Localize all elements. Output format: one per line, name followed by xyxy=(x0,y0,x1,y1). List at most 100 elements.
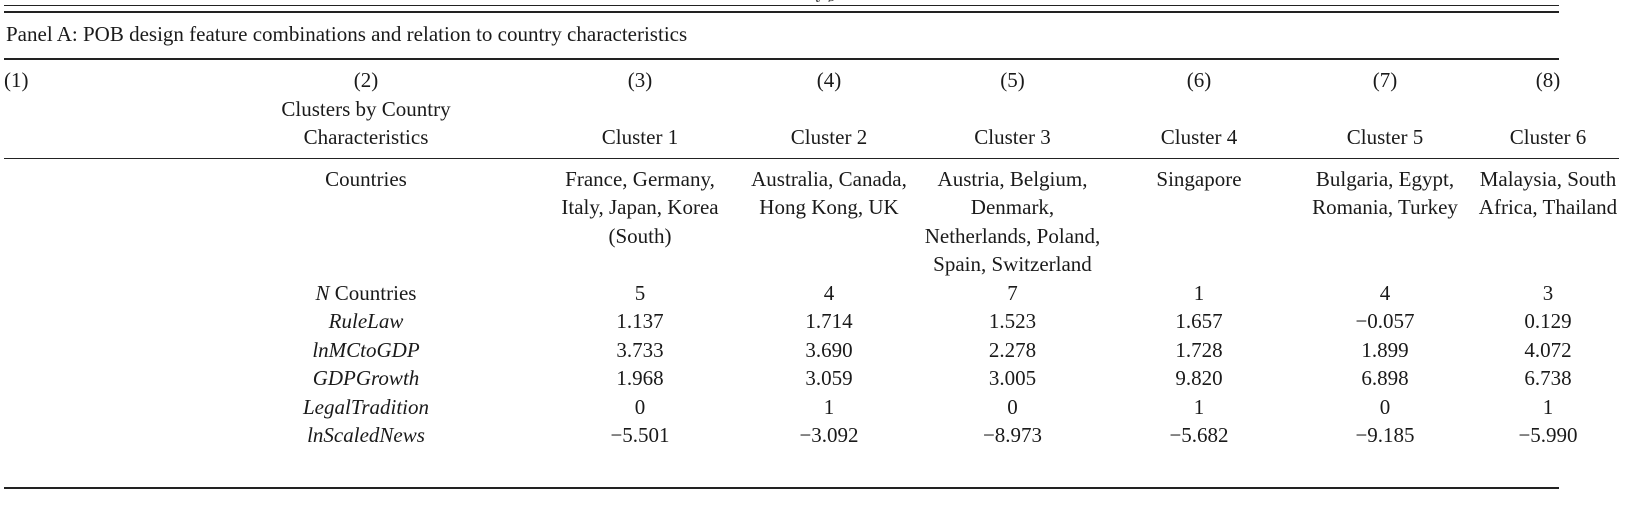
table-cell: 0 xyxy=(634,394,646,419)
col-number-6: (6) Cluster 4 xyxy=(1105,64,1293,152)
countries-cluster-6: Malaysia, South Africa, Thailand xyxy=(1478,166,1618,220)
table-cell: 0 xyxy=(1379,394,1391,419)
top-rule-thick xyxy=(4,11,1559,13)
caption-fragment: y g xyxy=(0,0,1649,2)
col-number-7: (7) Cluster 5 xyxy=(1293,64,1477,152)
table-cell: 3.059 xyxy=(805,366,853,390)
countries-cluster-5: Bulgaria, Egypt, Romania, Turkey xyxy=(1312,166,1458,220)
table-cell: 0.129 xyxy=(1524,309,1572,333)
table-cell: −5.501 xyxy=(610,423,670,447)
table-cell: 3.005 xyxy=(988,366,1037,390)
col-number-3: (3) Cluster 1 xyxy=(542,64,738,152)
table-cell: 4.072 xyxy=(1524,337,1572,362)
table-cell: 1.137 xyxy=(616,309,664,333)
cluster-2-header: Cluster 2 xyxy=(790,125,868,149)
row-label-italic: RuleLaw xyxy=(328,309,404,333)
row-label: LegalTradition xyxy=(64,393,542,422)
table-row: GDPGrowth 1.968 3.059 3.005 9.820 6.898 6.738 xyxy=(4,364,1619,393)
table-cell: 1 xyxy=(823,394,835,419)
table-row: N Countries 5 4 7 1 4 3 xyxy=(4,279,1619,308)
row-label-italic: GDPGrowth xyxy=(312,366,420,390)
row-label-italic: N xyxy=(315,280,330,305)
table-cell: 1.728 xyxy=(1175,337,1223,362)
table-row: lnMCtoGDP 3.733 3.690 2.278 1.728 1.899 4.072 xyxy=(4,336,1619,365)
col-number-5-label: (5) xyxy=(1000,68,1025,92)
row-label: N Countries xyxy=(64,279,542,308)
table-cell: −5.990 xyxy=(1518,423,1578,447)
col-number-8-label: (8) xyxy=(1535,68,1561,92)
row-label-italic: LegalTradition xyxy=(302,394,430,419)
empty-cell xyxy=(4,279,64,308)
table-row: lnScaledNews −5.501 −3.092 −8.973 −5.682 −9.1… xyxy=(4,421,1619,450)
countries-label-text: Countries xyxy=(325,166,407,191)
table-cell: 0 xyxy=(1007,394,1018,419)
table-cell: 7 xyxy=(1007,280,1018,305)
countries-cluster-1: France, Germany, Italy, Japan, Korea (So… xyxy=(561,166,719,248)
row-label-text: RuleLaw xyxy=(266,307,466,336)
table-cell: 3 xyxy=(1542,280,1554,305)
table-cell: 1 xyxy=(1193,394,1205,419)
col-number-1: (1) xyxy=(4,68,29,92)
table-cell: 1 xyxy=(1193,280,1205,305)
cluster-3-header: Cluster 3 xyxy=(974,125,1051,149)
empty-cell xyxy=(4,364,64,393)
row-label: lnMCtoGDP xyxy=(64,336,542,365)
table-cell: 6.898 xyxy=(1361,366,1409,390)
table-cell: −0.057 xyxy=(1355,309,1415,333)
empty-cell xyxy=(4,307,64,336)
row-label-text: N Countries xyxy=(266,279,466,308)
col-number-5: (5) Cluster 3 xyxy=(920,64,1105,152)
countries-label: Countries xyxy=(64,158,542,279)
row-label-text: LegalTradition xyxy=(266,393,466,422)
cluster-6-header: Cluster 6 xyxy=(1509,125,1587,149)
panel-rule xyxy=(4,58,1559,60)
table-cell: −8.973 xyxy=(982,423,1043,447)
row-label-italic: lnScaledNews xyxy=(307,423,425,447)
bottom-rule xyxy=(4,487,1559,489)
countries-cluster-2: Australia, Canada, Hong Kong, UK xyxy=(751,166,907,220)
table-cell: 1 xyxy=(1542,394,1554,419)
empty-cell xyxy=(4,158,64,279)
table-cell: −5.682 xyxy=(1169,423,1229,447)
table-cell: −9.185 xyxy=(1355,423,1415,447)
cluster-4-header: Cluster 4 xyxy=(1160,125,1238,149)
table-cell: 4 xyxy=(823,280,835,305)
row-label-rest: Countries xyxy=(329,280,417,305)
table-cell: 6.738 xyxy=(1524,366,1572,390)
col-number-6-label: (6) xyxy=(1186,68,1212,92)
col2-number: (2) xyxy=(353,68,379,92)
row-label: GDPGrowth xyxy=(64,364,542,393)
col-number-7-label: (7) xyxy=(1372,68,1398,92)
table-row: RuleLaw 1.137 1.714 1.523 1.657 −0.057 0.129 xyxy=(4,307,1619,336)
empty-cell xyxy=(4,421,64,450)
table-cell: 5 xyxy=(634,280,646,305)
table-cell: 1.523 xyxy=(988,309,1037,333)
col-number-4: (4) Cluster 2 xyxy=(738,64,920,152)
table-cell: 3.690 xyxy=(805,337,853,362)
row-label-text: lnMCtoGDP xyxy=(266,336,466,365)
table-cell: 2.278 xyxy=(988,337,1037,362)
column-number-row: (1) (2) Clusters by Country Characterist… xyxy=(4,64,1619,152)
cluster-1-header: Cluster 1 xyxy=(601,125,679,149)
countries-cluster-4: Singapore xyxy=(1156,166,1242,191)
row-label: lnScaledNews xyxy=(64,421,542,450)
countries-cluster-3: Austria, Belgium, Denmark, Netherlands, … xyxy=(924,166,1101,277)
table-cell: 1.899 xyxy=(1361,337,1409,362)
top-rule-thin xyxy=(4,5,1559,6)
col-number-3-label: (3) xyxy=(627,68,653,92)
row-label-italic: lnMCtoGDP xyxy=(312,337,420,362)
panel-title: Panel A: POB design feature combinations… xyxy=(6,22,688,46)
table-row: LegalTradition 0 1 0 1 0 1 xyxy=(4,393,1619,422)
table-cell: 9.820 xyxy=(1175,366,1223,390)
table-cell: 1.968 xyxy=(616,366,664,390)
countries-row: Countries France, Germany, Italy, Japan,… xyxy=(4,158,1619,279)
row-label-text: GDPGrowth xyxy=(266,364,466,393)
row-label-text: lnScaledNews xyxy=(266,421,466,450)
table-cell: −3.092 xyxy=(799,423,859,447)
col-number-4-label: (4) xyxy=(816,68,842,92)
empty-cell xyxy=(4,336,64,365)
stat-rows: N Countries 5 4 7 1 4 3 RuleLaw 1.137 1.714 1.523 1… xyxy=(4,279,1619,450)
cluster-5-header: Cluster 5 xyxy=(1346,125,1424,149)
results-table: (1) (2) Clusters by Country Characterist… xyxy=(4,64,1619,450)
table-cell: 1.657 xyxy=(1175,309,1223,333)
